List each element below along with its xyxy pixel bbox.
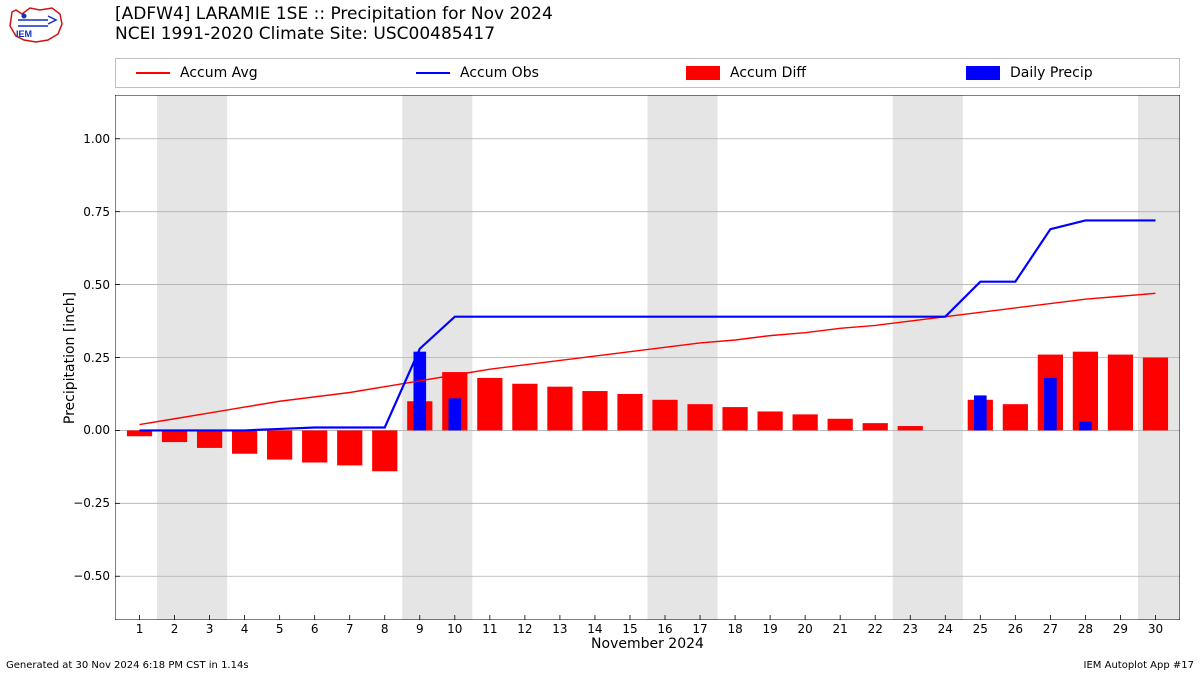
xtick-label: 20 (798, 622, 813, 636)
xtick-label: 2 (171, 622, 179, 636)
xtick-label: 9 (416, 622, 424, 636)
xtick-label: 18 (727, 622, 742, 636)
xtick-label: 19 (762, 622, 777, 636)
legend: Accum Avg Accum Obs Accum Diff Daily Pre… (115, 58, 1180, 88)
svg-text:IEM: IEM (16, 29, 32, 39)
xtick-label: 3 (206, 622, 214, 636)
xtick-label: 1 (136, 622, 144, 636)
xtick-label: 8 (381, 622, 389, 636)
xtick-label: 5 (276, 622, 284, 636)
footer-app: IEM Autoplot App #17 (1084, 660, 1194, 671)
legend-item-accum-avg: Accum Avg (136, 65, 258, 81)
ytick-label: 1.00 (70, 132, 110, 146)
legend-item-accum-obs: Accum Obs (416, 65, 539, 81)
xtick-label: 10 (447, 622, 462, 636)
xtick-label: 21 (833, 622, 848, 636)
chart-title: [ADFW4] LARAMIE 1SE :: Precipitation for… (115, 4, 553, 45)
legend-label: Accum Diff (730, 65, 806, 81)
xtick-label: 23 (903, 622, 918, 636)
xtick-label: 15 (622, 622, 637, 636)
title-line-2: NCEI 1991-2020 Climate Site: USC00485417 (115, 24, 553, 44)
ytick-label: −0.25 (70, 496, 110, 510)
xtick-label: 30 (1148, 622, 1163, 636)
xtick-label: 28 (1078, 622, 1093, 636)
legend-item-daily-precip: Daily Precip (966, 65, 1093, 81)
xtick-label: 7 (346, 622, 354, 636)
ytick-label: 0.00 (70, 423, 110, 437)
xtick-label: 14 (587, 622, 602, 636)
legend-item-accum-diff: Accum Diff (686, 65, 806, 81)
xtick-label: 27 (1043, 622, 1058, 636)
ytick-label: 0.25 (70, 351, 110, 365)
xtick-label: 12 (517, 622, 532, 636)
xtick-label: 13 (552, 622, 567, 636)
legend-swatch (136, 72, 170, 74)
legend-swatch (416, 72, 450, 74)
legend-swatch (686, 66, 720, 80)
xtick-label: 11 (482, 622, 497, 636)
legend-label: Daily Precip (1010, 65, 1093, 81)
legend-label: Accum Obs (460, 65, 539, 81)
x-axis-label: November 2024 (115, 636, 1180, 652)
iem-logo: IEM (4, 4, 66, 46)
xtick-label: 17 (692, 622, 707, 636)
ytick-label: −0.50 (70, 569, 110, 583)
xtick-label: 6 (311, 622, 319, 636)
legend-swatch (966, 66, 1000, 80)
xtick-label: 25 (973, 622, 988, 636)
xtick-label: 4 (241, 622, 249, 636)
xtick-label: 24 (938, 622, 953, 636)
legend-label: Accum Avg (180, 65, 258, 81)
title-line-1: [ADFW4] LARAMIE 1SE :: Precipitation for… (115, 4, 553, 24)
xtick-label: 26 (1008, 622, 1023, 636)
xtick-label: 29 (1113, 622, 1128, 636)
ytick-label: 0.75 (70, 205, 110, 219)
precipitation-chart (115, 95, 1180, 620)
xtick-label: 22 (868, 622, 883, 636)
xtick-label: 16 (657, 622, 672, 636)
footer-generated: Generated at 30 Nov 2024 6:18 PM CST in … (6, 660, 249, 671)
ytick-label: 0.50 (70, 278, 110, 292)
